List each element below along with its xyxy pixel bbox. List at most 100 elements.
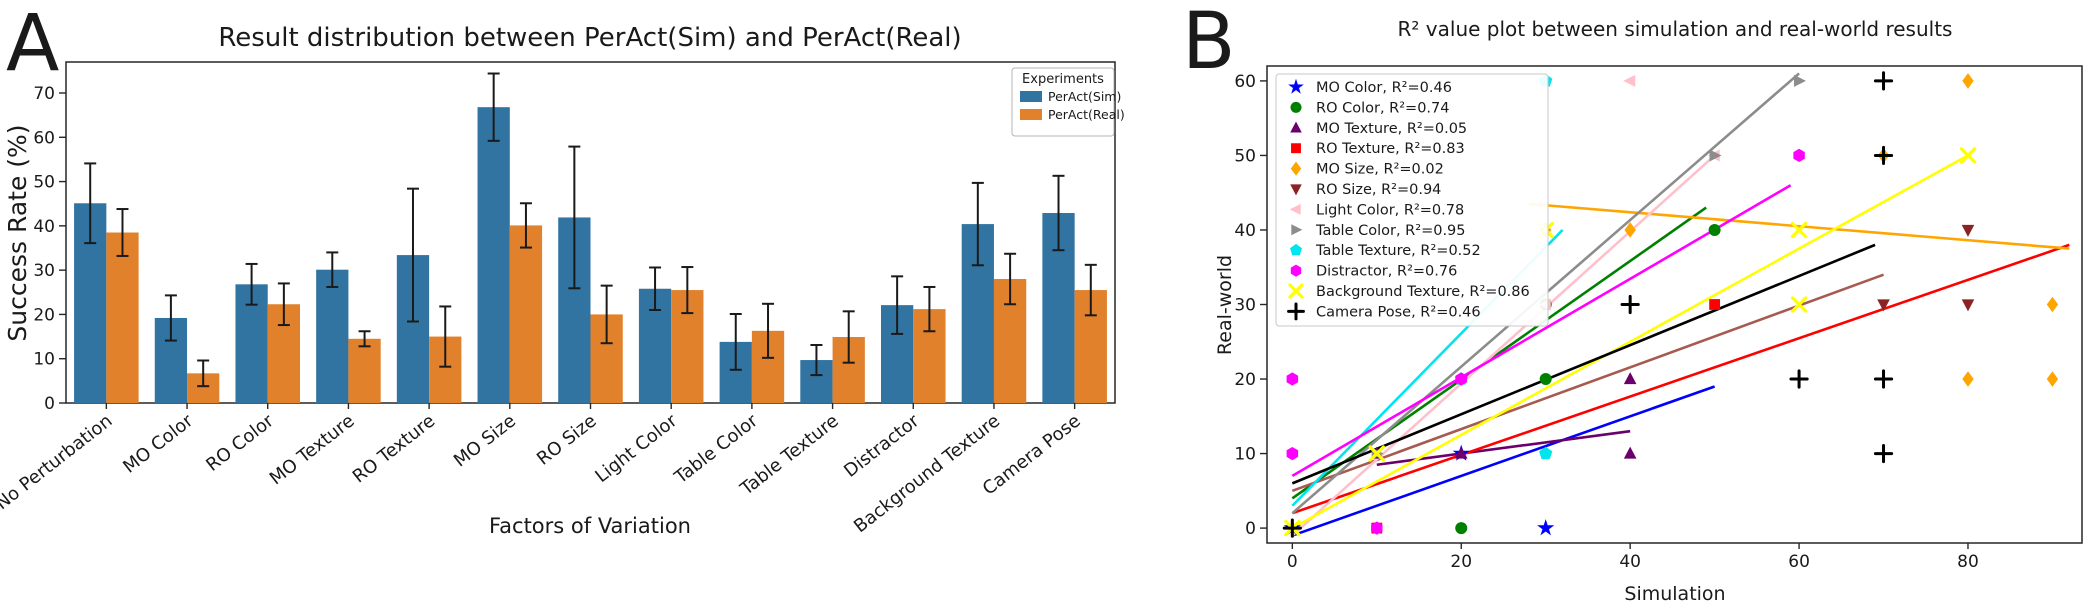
y-tick-label: 50 (1234, 146, 1256, 166)
x-category-label: Background Texture (850, 410, 1004, 537)
scatter-point (1454, 446, 1468, 459)
legend-item-label: Light Color, R²=0.78 (1316, 202, 1464, 218)
legend-item-label: Table Texture, R²=0.52 (1315, 243, 1481, 259)
y-tick-label: 30 (1234, 296, 1256, 316)
trend-line (1291, 243, 1876, 485)
y-tick-label: 30 (33, 261, 55, 281)
scatter-point (1962, 371, 1974, 387)
panel-b-xlabel: Simulation (1624, 583, 1725, 605)
x-category-label: Light Color (591, 410, 681, 487)
scatter-point (1873, 145, 1894, 166)
panel-a-xlabel: Factors of Variation (489, 514, 691, 538)
x-category-label: RO Color (202, 410, 278, 476)
scatter-point (1290, 101, 1302, 113)
scatter-point (1789, 369, 1809, 389)
bar (106, 232, 139, 403)
y-tick-label: 40 (33, 217, 55, 237)
scatter-point (1455, 372, 1467, 386)
scatter-point (1291, 143, 1301, 154)
legend-item-label: Camera Pose, R²=0.46 (1316, 304, 1481, 320)
scatter-point (1877, 299, 1890, 312)
panel-a-title: Result distribution between PerAct(Sim) … (218, 23, 961, 53)
legend-item-label: RO Size, R²=0.94 (1316, 182, 1441, 198)
legend-swatch (1020, 109, 1042, 120)
panel-a-letter: A (6, 0, 59, 89)
bar (348, 338, 381, 403)
scatter-point (1290, 264, 1302, 277)
scatter-point (1289, 203, 1301, 215)
x-category-label: Distractor (840, 410, 924, 482)
scatter-point (1623, 74, 1636, 87)
scatter-point (1455, 522, 1468, 535)
y-tick-label: 20 (1234, 370, 1256, 390)
legend-item-label: RO Color, R²=0.74 (1316, 100, 1450, 116)
scatter-point (1624, 222, 1636, 238)
bar (316, 269, 349, 403)
scatter-point (1961, 299, 1975, 312)
x-category-label: RO Texture (349, 410, 439, 487)
y-tick-label: 0 (1245, 519, 1256, 539)
scatter-point (1288, 78, 1304, 94)
x-tick-label: 20 (1450, 552, 1472, 572)
scatter-point (1708, 223, 1721, 236)
x-category-label: RO Size (533, 410, 601, 469)
x-category-label: No Perturbation (0, 410, 116, 514)
scatter-point (1623, 446, 1637, 459)
scatter-point (1539, 446, 1553, 460)
legend-swatch (1020, 91, 1042, 102)
panel-b-ylabel: Real-world (1214, 255, 1236, 355)
legend-item-label: MO Color, R²=0.46 (1316, 80, 1452, 96)
scatter-point (1793, 148, 1805, 162)
trend-line (1291, 206, 1707, 500)
panel-b-title: R² value plot between simulation and rea… (1398, 17, 1953, 41)
scatter-point (1873, 71, 1894, 91)
legend-item-label: Distractor, R²=0.76 (1316, 264, 1457, 280)
trend-line (1291, 154, 1716, 537)
bar (509, 225, 543, 403)
scatter-point (1287, 302, 1305, 321)
legend-box (1275, 73, 1549, 327)
scatter-point (1709, 149, 1722, 162)
y-tick-label: 60 (33, 128, 55, 148)
scatter-point (1790, 296, 1808, 313)
scatter-point (1286, 372, 1299, 386)
scatter-point (1790, 221, 1808, 239)
scatter-point (1290, 161, 1302, 176)
y-tick-label: 10 (33, 350, 55, 370)
x-tick-label: 40 (1619, 552, 1641, 572)
scatter-point (1961, 224, 1975, 237)
scatter-point (1288, 283, 1304, 299)
legend-item-label: Background Texture, R²=0.86 (1316, 284, 1530, 300)
y-tick-label: 20 (33, 305, 55, 325)
y-tick-label: 70 (33, 84, 55, 104)
x-tick-label: 80 (1957, 552, 1979, 572)
scatter-point (1290, 243, 1302, 256)
scatter-point (1290, 184, 1302, 196)
scatter-point (1962, 73, 1974, 89)
scatter-point (1709, 299, 1721, 310)
scatter-point (1873, 443, 1894, 464)
scatter-point (1623, 372, 1637, 385)
scatter-point (1537, 519, 1555, 536)
scatter-point (1368, 445, 1385, 462)
x-category-label: MO Color (119, 410, 197, 478)
legend-item-label: PerAct(Real) (1048, 107, 1125, 122)
scatter-point (1290, 121, 1302, 133)
y-tick-label: 50 (33, 173, 55, 193)
panel-b-letter: B (1182, 0, 1236, 87)
x-tick-label: 0 (1287, 552, 1298, 572)
legend-item-label: RO Texture, R²=0.83 (1316, 141, 1465, 157)
scatter-point (1959, 147, 1977, 164)
trend-line (1291, 184, 1792, 478)
bar (477, 107, 510, 404)
trend-line (1291, 273, 1884, 493)
scatter-point (1873, 369, 1894, 389)
legend-item-label: Table Color, R²=0.95 (1315, 223, 1466, 239)
trend-line (1291, 385, 1716, 537)
y-tick-label: 0 (44, 394, 55, 414)
legend-title: Experiments (1022, 72, 1104, 87)
scatter-point (1286, 447, 1299, 461)
